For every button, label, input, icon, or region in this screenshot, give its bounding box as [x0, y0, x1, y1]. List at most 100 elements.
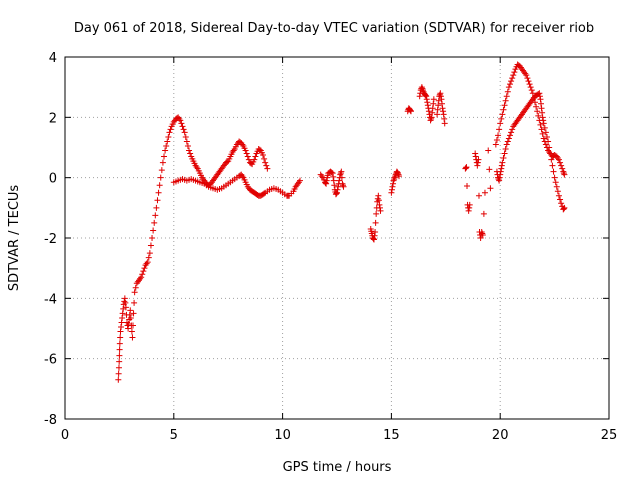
data-point	[297, 177, 304, 184]
data-point	[179, 123, 186, 130]
data-point	[496, 174, 503, 181]
data-point	[496, 126, 503, 133]
data-point	[334, 186, 341, 193]
data-point	[508, 78, 515, 85]
data-point	[167, 126, 174, 133]
y-tick-label: -2	[44, 232, 57, 247]
data-point	[331, 182, 338, 189]
data-point	[430, 96, 437, 103]
data-point	[475, 192, 482, 199]
data-point	[182, 133, 189, 140]
data-point	[138, 274, 145, 281]
data-point	[440, 108, 447, 115]
data-point	[163, 142, 170, 149]
data-point	[550, 168, 557, 175]
data-point	[244, 153, 251, 160]
data-point	[505, 84, 512, 91]
data-point	[541, 138, 548, 145]
data-point	[462, 164, 469, 171]
data-point	[429, 105, 436, 112]
x-tick-label: 5	[170, 428, 178, 443]
data-point	[506, 81, 513, 88]
data-point	[438, 100, 445, 107]
data-point	[552, 179, 559, 186]
data-point	[328, 169, 335, 176]
data-point	[499, 111, 506, 118]
data-point	[492, 141, 499, 148]
data-point	[119, 314, 126, 321]
data-point	[375, 197, 382, 204]
data-point	[186, 147, 193, 154]
data-point	[131, 289, 138, 296]
data-point	[498, 162, 505, 169]
data-point	[338, 174, 345, 181]
data-point	[486, 166, 493, 173]
data-point	[127, 307, 134, 314]
data-point	[477, 235, 484, 241]
data-point	[256, 146, 263, 153]
data-point	[429, 109, 436, 116]
data-point	[555, 192, 562, 199]
data-point	[437, 90, 444, 97]
data-point	[540, 135, 547, 142]
data-point	[121, 295, 128, 302]
data-point	[152, 212, 159, 219]
data-point	[261, 190, 268, 197]
data-point	[372, 228, 379, 235]
data-point	[425, 108, 432, 115]
data-point	[115, 364, 122, 371]
data-point	[370, 235, 377, 242]
data-point	[506, 132, 513, 139]
y-tick-label: -6	[44, 353, 57, 368]
data-point	[177, 117, 184, 124]
data-point	[502, 97, 509, 104]
data-point	[466, 201, 473, 208]
data-points	[115, 61, 568, 383]
data-point	[551, 174, 558, 181]
data-point	[262, 159, 269, 166]
x-tick-label: 10	[274, 428, 291, 443]
data-point	[424, 99, 431, 106]
data-point	[375, 192, 382, 199]
data-point	[128, 328, 135, 335]
data-point	[376, 204, 383, 211]
data-point	[140, 268, 147, 275]
x-axis-label: GPS time / hours	[283, 460, 392, 475]
data-point	[532, 99, 539, 106]
data-point	[147, 242, 154, 249]
data-point	[116, 358, 123, 365]
data-point	[125, 325, 132, 332]
data-point	[524, 75, 531, 82]
data-point	[155, 189, 162, 196]
data-point	[330, 177, 337, 184]
x-tick-label: 20	[492, 428, 509, 443]
data-point	[323, 177, 330, 184]
data-point	[465, 207, 472, 214]
data-point	[498, 165, 505, 172]
data-point	[183, 138, 190, 145]
data-point	[487, 185, 494, 192]
data-point	[540, 120, 547, 127]
y-tick-label: 2	[49, 111, 57, 126]
data-point	[472, 153, 479, 160]
data-point	[224, 158, 231, 165]
data-point	[530, 94, 537, 101]
data-point	[440, 111, 447, 118]
data-point	[441, 120, 448, 127]
data-point	[501, 102, 508, 109]
data-point	[559, 165, 566, 172]
data-point	[131, 299, 138, 306]
data-point	[497, 168, 504, 175]
data-point	[166, 129, 173, 136]
data-point	[339, 180, 346, 187]
data-point	[115, 376, 122, 383]
data-point	[463, 164, 470, 171]
data-point	[437, 93, 444, 100]
data-point	[501, 150, 508, 157]
data-point	[535, 112, 542, 119]
data-point	[373, 210, 380, 217]
data-point	[260, 152, 267, 159]
data-point	[337, 170, 344, 177]
data-point	[549, 162, 556, 169]
data-point	[555, 156, 562, 163]
